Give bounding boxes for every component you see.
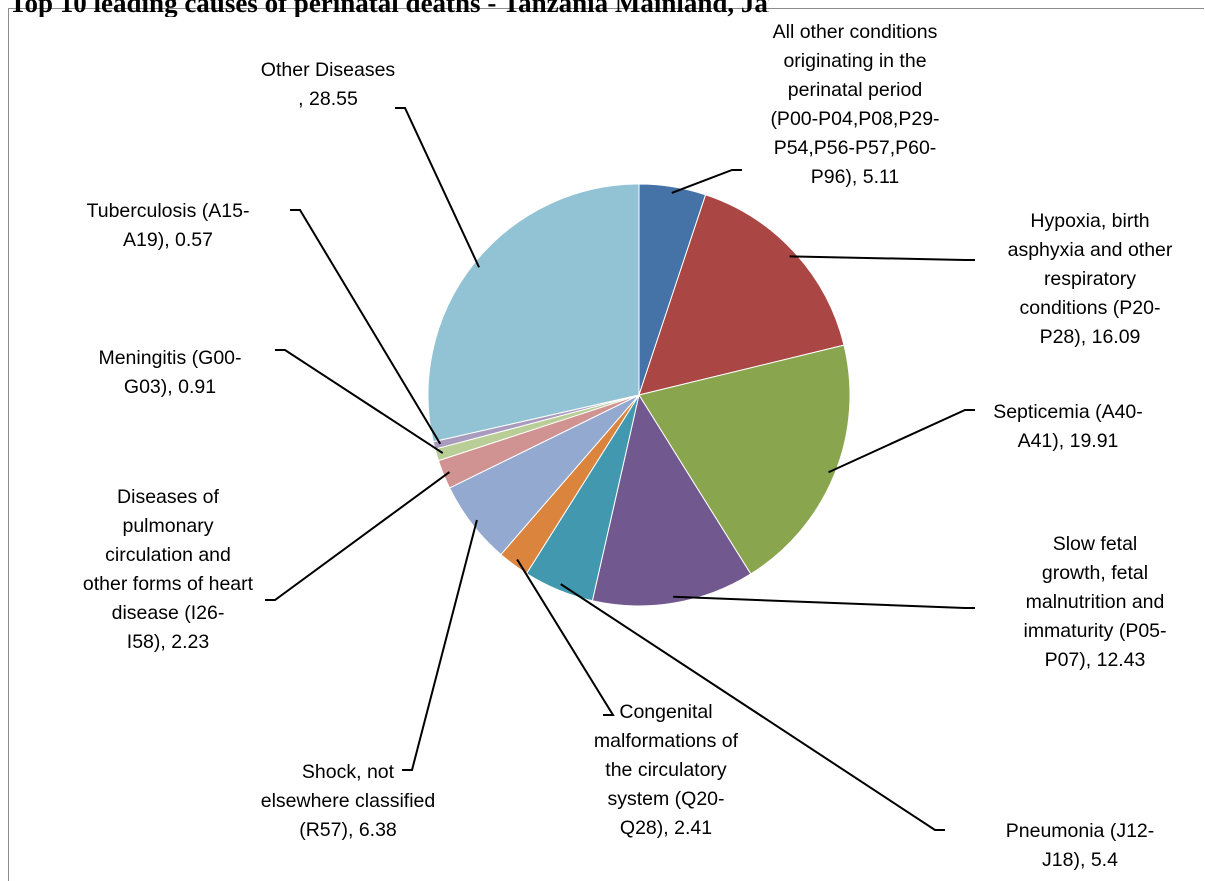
pie-slice-2 [638,344,851,575]
slice-label-line: P96), 5.11 [811,166,900,188]
slice-label-line: immaturity (P05- [1023,620,1166,642]
slice-label-line: P28), 16.09 [1040,326,1141,348]
chart-frame: Top 10 leading causes of perinatal death… [8,0,1204,881]
leader-line-4 [560,583,945,831]
slice-label-line: system (Q20- [607,788,724,810]
slice-label-line: Tuberculosis (A15- [87,200,250,222]
slice-label-line: other forms of heart [83,573,254,595]
slice-label-line: A41), 19.91 [1018,430,1119,452]
slice-label-8: Meningitis (G00- G03), 0.91 [98,347,241,398]
slice-label-line: Other Diseases [261,59,396,81]
slice-label-2: Septicemia (A40- A41), 19.91 [993,401,1143,452]
slice-label-line: Pneumonia (J12- [1006,820,1155,842]
slice-label-line: P07), 12.43 [1045,649,1146,671]
slice-label-9: Tuberculosis (A15- A19), 0.57 [87,200,250,251]
leader-line-3 [673,595,975,609]
slice-label-line: (R57), 6.38 [299,819,397,841]
slice-label-line: (P00-P04,P08,P29- [770,108,939,130]
pie-slices [427,183,851,607]
slice-label-line: Septicemia (A40- [993,401,1143,423]
slice-label-0: All other conditions originating in the pe… [770,21,939,188]
slice-label-line: conditions (P20- [1020,297,1161,319]
leader-line-2 [828,409,975,474]
slice-label-line: growth, fetal [1042,562,1148,584]
slice-label-6: Shock, not elsewhere classified (R57), 6.3… [261,761,436,841]
slice-label-line: respiratory [1044,268,1136,290]
chart-title: Top 10 leading causes of perinatal death… [9,0,769,17]
leader-line-10 [395,107,480,268]
pie-slice-10 [427,183,640,443]
slice-label-line: elsewhere classified [261,790,436,812]
slice-label-line: Hypoxia, birth [1030,210,1149,232]
slice-label-line: malnutrition and [1026,591,1165,613]
slice-label-line: , 28.55 [298,88,358,110]
slice-label-line: pulmonary [122,515,213,537]
slice-label-line: J18), 5.4 [1042,849,1118,871]
slice-label-line: I58), 2.23 [127,631,209,653]
leader-line-9 [290,209,442,445]
leader-line-8 [275,349,444,454]
slice-labels: All other conditions originating in the pe… [83,21,1173,871]
slice-label-line: A19), 0.57 [123,229,213,251]
pie-slice-1 [638,194,845,396]
leader-line-5 [516,558,615,716]
slice-label-10: Other Diseases , 28.55 [261,59,396,110]
leader-line-0 [671,169,742,194]
leader-lines [265,107,975,831]
slice-label-line: Shock, not [302,761,395,783]
slice-label-5: Congenital malformations of the circulator… [594,701,739,839]
leader-line-6 [402,519,478,771]
slice-label-line: the circulatory [605,759,727,781]
slice-label-line: All other conditions [773,21,938,43]
slice-label-3: Slow fetal growth, fetal malnutrition and i… [1023,533,1166,671]
slice-label-line: perinatal period [788,79,922,101]
slice-label-line: disease (I26- [112,602,225,624]
slice-label-line: Meningitis (G00- [98,347,241,369]
slice-label-7: Diseases of pulmonary circulation and other… [83,486,254,653]
slice-label-4: Pneumonia (J12- J18), 5.4 [1006,820,1155,871]
slice-label-line: P54,P56-P57,P60- [774,137,937,159]
slice-label-line: Congenital [619,701,712,723]
leader-line-1 [789,255,975,261]
pie-slice-3 [591,393,752,607]
slice-label-1: Hypoxia, birth asphyxia and other respirat… [1008,210,1173,348]
leader-line-7 [265,471,451,601]
slice-label-line: asphyxia and other [1008,239,1173,261]
slice-label-line: G03), 0.91 [124,376,216,398]
slice-label-line: circulation and [105,544,231,566]
slice-label-line: originating in the [783,50,926,72]
slice-label-line: malformations of [594,730,739,752]
slice-label-line: Q28), 2.41 [620,817,712,839]
slice-label-line: Slow fetal [1053,533,1138,555]
slice-label-line: Diseases of [117,486,219,508]
